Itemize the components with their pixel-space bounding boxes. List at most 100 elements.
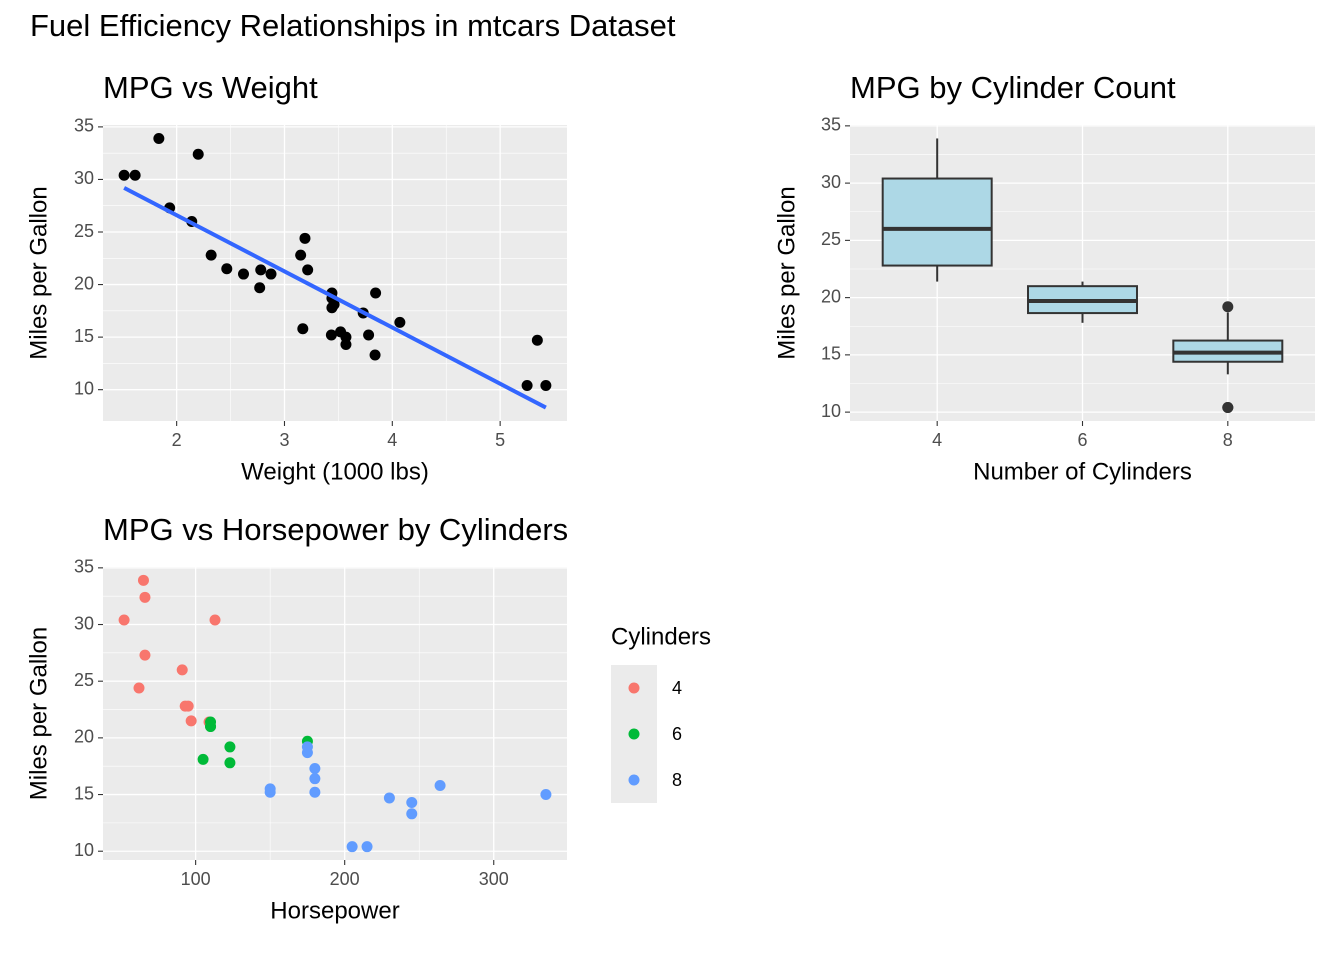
panel-title: MPG vs Horsepower by Cylinders — [103, 512, 568, 547]
point — [309, 762, 321, 774]
point — [301, 741, 313, 753]
x-tick-label: 4 — [387, 430, 397, 450]
point — [540, 789, 552, 801]
legend-title: Cylinders — [611, 623, 711, 650]
y-tick-label: 35 — [74, 557, 94, 577]
y-tick-label: 20 — [821, 286, 841, 306]
point — [297, 323, 309, 335]
point — [182, 700, 194, 712]
y-tick-label: 15 — [821, 344, 841, 364]
y-tick-label: 25 — [821, 229, 841, 249]
point — [255, 264, 267, 276]
point — [361, 841, 373, 853]
y-tick-label: 30 — [821, 172, 841, 192]
point — [197, 753, 209, 765]
point — [139, 591, 151, 603]
fit-line — [123, 186, 547, 410]
y-tick-label: 30 — [74, 613, 94, 633]
point — [205, 249, 217, 261]
point — [221, 263, 233, 275]
point — [521, 379, 533, 391]
point — [224, 757, 236, 769]
point — [205, 716, 217, 728]
x-axis-title: Weight (1000 lbs) — [241, 458, 429, 485]
point — [299, 232, 311, 244]
point — [531, 334, 543, 346]
panel-title: MPG by Cylinder Count — [850, 70, 1176, 105]
box — [881, 177, 993, 267]
point — [325, 329, 337, 341]
point — [309, 773, 321, 785]
point — [209, 614, 221, 626]
legend-label: 8 — [672, 770, 682, 790]
plot-background — [103, 125, 567, 421]
point — [139, 649, 151, 661]
point — [434, 779, 446, 791]
y-axis-title: Miles per Gallon — [25, 186, 52, 359]
y-tick-label: 30 — [74, 168, 94, 188]
point — [192, 148, 204, 160]
x-tick-label: 5 — [495, 430, 505, 450]
point — [383, 792, 395, 804]
x-tick-label: 8 — [1223, 430, 1233, 450]
point — [265, 268, 277, 280]
x-tick-label: 2 — [172, 430, 182, 450]
point — [406, 796, 418, 808]
y-tick-label: 35 — [821, 115, 841, 135]
y-tick-label: 25 — [74, 670, 94, 690]
y-tick-label: 15 — [74, 326, 94, 346]
point — [176, 664, 188, 676]
point — [309, 786, 321, 798]
y-tick-label: 15 — [74, 783, 94, 803]
y-tick-label: 20 — [74, 727, 94, 747]
point — [185, 715, 197, 727]
plot-background — [103, 567, 567, 860]
point — [264, 786, 276, 798]
legend-label: 4 — [672, 678, 682, 698]
point — [302, 264, 314, 276]
point — [406, 808, 418, 820]
point — [118, 614, 130, 626]
y-tick-label: 10 — [74, 840, 94, 860]
point — [394, 316, 406, 328]
x-axis-title: Horsepower — [270, 897, 399, 924]
x-tick-label: 100 — [181, 869, 211, 889]
point — [326, 302, 338, 314]
x-tick-label: 3 — [279, 430, 289, 450]
outlier — [1222, 402, 1234, 414]
point — [153, 132, 165, 144]
point — [370, 287, 382, 299]
point — [363, 329, 375, 341]
point — [540, 379, 552, 391]
point — [340, 331, 352, 343]
y-axis-title: Miles per Gallon — [773, 186, 800, 359]
figure-title: Fuel Efficiency Relationships in mtcars … — [30, 8, 676, 43]
x-tick-label: 200 — [330, 869, 360, 889]
point — [133, 682, 145, 694]
x-axis-title: Number of Cylinders — [973, 458, 1192, 485]
outlier — [1222, 301, 1234, 313]
legend-marker — [628, 774, 640, 786]
y-tick-label: 25 — [74, 221, 94, 241]
x-tick-label: 6 — [1077, 430, 1087, 450]
point — [118, 169, 130, 181]
point — [238, 268, 250, 280]
y-axis-title: Miles per Gallon — [25, 627, 52, 800]
y-tick-label: 20 — [74, 273, 94, 293]
y-tick-label: 35 — [74, 116, 94, 136]
y-tick-label: 10 — [74, 378, 94, 398]
legend-label: 6 — [672, 724, 682, 744]
point — [254, 282, 266, 294]
legend-marker — [628, 682, 640, 694]
legend-marker — [628, 728, 640, 740]
x-tick-label: 300 — [479, 869, 509, 889]
panel-title: MPG vs Weight — [103, 70, 318, 105]
point — [129, 169, 141, 181]
point — [369, 349, 381, 361]
point — [224, 741, 236, 753]
y-tick-label: 10 — [821, 401, 841, 421]
point — [295, 249, 307, 261]
x-tick-label: 4 — [932, 430, 942, 450]
point — [137, 574, 149, 586]
